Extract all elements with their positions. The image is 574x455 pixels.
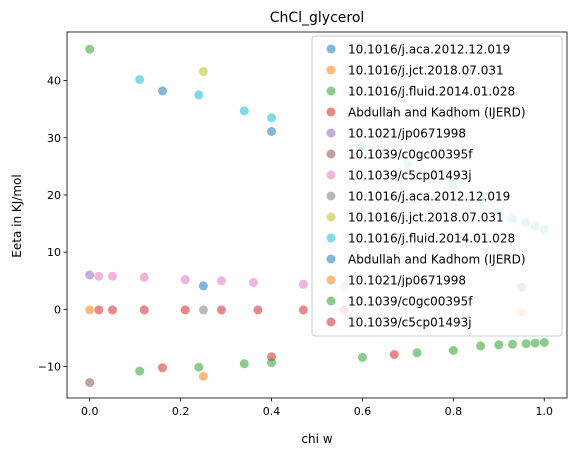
legend-marker bbox=[326, 86, 336, 96]
legend-label: 10.1021/jp0671998 bbox=[348, 127, 466, 141]
data-point bbox=[358, 352, 367, 362]
data-point bbox=[158, 86, 167, 96]
legend-label: Abdullah and Kadhom (IJERD) bbox=[348, 253, 526, 267]
data-point bbox=[253, 305, 263, 315]
legend-marker bbox=[326, 128, 336, 138]
legend-label: 10.1016/j.fluid.2014.01.028 bbox=[348, 232, 515, 246]
x-axis-label: chi w bbox=[301, 432, 332, 446]
x-tick-label: 0.8 bbox=[445, 405, 463, 418]
data-point bbox=[217, 276, 226, 286]
legend-marker bbox=[326, 296, 336, 306]
data-point bbox=[85, 270, 95, 280]
legend-marker bbox=[326, 317, 336, 327]
legend-label: 10.1039/c0gc00395f bbox=[348, 148, 473, 162]
y-tick-label: 30 bbox=[47, 132, 61, 145]
data-point bbox=[389, 350, 399, 359]
data-point bbox=[158, 363, 167, 373]
legend-box bbox=[311, 35, 563, 337]
legend-marker bbox=[326, 254, 336, 264]
y-axis: −10 0 10 20 30 40 bbox=[38, 75, 67, 374]
legend-marker bbox=[326, 170, 336, 180]
legend-label: 10.1016/j.aca.2012.12.019 bbox=[348, 43, 510, 57]
legend-marker bbox=[326, 233, 336, 243]
data-point bbox=[412, 348, 422, 358]
data-point bbox=[194, 90, 204, 100]
x-axis: 0.0 0.2 0.4 0.6 0.8 1.0 bbox=[81, 398, 553, 418]
y-tick-label: 10 bbox=[47, 246, 61, 259]
data-point bbox=[239, 359, 249, 369]
data-point bbox=[135, 75, 145, 84]
data-point bbox=[494, 340, 504, 350]
data-point bbox=[198, 371, 208, 381]
data-point bbox=[198, 281, 208, 291]
y-axis-label: Eeta in KJ/mol bbox=[10, 174, 24, 257]
legend-label: 10.1016/j.aca.2012.12.019 bbox=[348, 190, 510, 204]
x-tick-label: 0.0 bbox=[81, 405, 99, 418]
plot-frame bbox=[66, 31, 568, 399]
data-point bbox=[298, 305, 308, 315]
legend-marker bbox=[326, 275, 336, 285]
data-point bbox=[530, 338, 540, 348]
x-tick-label: 0.4 bbox=[263, 405, 281, 418]
data-point bbox=[267, 127, 276, 136]
legend-label: 10.1039/c0gc00395f bbox=[348, 295, 473, 309]
data-point bbox=[267, 358, 276, 367]
data-point bbox=[248, 278, 258, 287]
data-point bbox=[108, 305, 117, 315]
y-tick-label: 40 bbox=[47, 75, 61, 88]
data-point bbox=[198, 67, 208, 76]
data-point bbox=[94, 271, 104, 281]
y-tick-label: −10 bbox=[38, 361, 61, 374]
data-point bbox=[139, 272, 149, 282]
data-point bbox=[239, 106, 249, 116]
data-point bbox=[108, 271, 117, 281]
x-tick-label: 0.2 bbox=[172, 405, 190, 418]
x-tick-label: 1.0 bbox=[536, 405, 554, 418]
data-point bbox=[476, 341, 486, 351]
x-tick-label: 0.6 bbox=[354, 405, 372, 418]
data-point bbox=[298, 279, 308, 289]
data-point bbox=[267, 113, 276, 123]
legend-marker bbox=[326, 149, 336, 159]
data-point bbox=[135, 366, 145, 376]
legend-marker bbox=[326, 212, 336, 222]
legend-label: 10.1016/j.fluid.2014.01.028 bbox=[348, 85, 515, 99]
data-point bbox=[85, 305, 95, 315]
data-point bbox=[194, 362, 204, 372]
chart-title: ChCl_glycerol bbox=[270, 10, 365, 26]
legend-label: 10.1021/jp0671998 bbox=[348, 274, 466, 288]
legend: 10.1016/j.aca.2012.12.019 10.1016/j.jct.2… bbox=[311, 35, 563, 337]
y-tick-label: 0 bbox=[54, 303, 61, 316]
legend-label: 10.1039/c5cp01493j bbox=[348, 316, 472, 330]
legend-marker bbox=[326, 44, 336, 54]
data-point bbox=[448, 346, 458, 355]
data-point bbox=[180, 305, 190, 315]
data-point bbox=[521, 339, 531, 349]
legend-marker bbox=[326, 107, 336, 117]
legend-label: 10.1016/j.jct.2018.07.031 bbox=[348, 211, 504, 225]
legend-marker bbox=[326, 191, 336, 201]
data-point bbox=[180, 275, 190, 285]
data-point bbox=[539, 338, 549, 347]
data-point bbox=[198, 305, 208, 315]
data-point bbox=[217, 305, 226, 315]
legend-label: Abdullah and Kadhom (IJERD) bbox=[348, 106, 526, 120]
data-point bbox=[508, 339, 517, 349]
data-point bbox=[94, 305, 104, 315]
legend-label: 10.1016/j.jct.2018.07.031 bbox=[348, 64, 504, 78]
y-tick-label: 20 bbox=[47, 189, 61, 202]
data-point bbox=[85, 44, 95, 54]
data-point bbox=[139, 305, 149, 315]
legend-label: 10.1039/c5cp01493j bbox=[348, 169, 472, 183]
data-point bbox=[85, 378, 95, 388]
legend-marker bbox=[326, 65, 336, 75]
